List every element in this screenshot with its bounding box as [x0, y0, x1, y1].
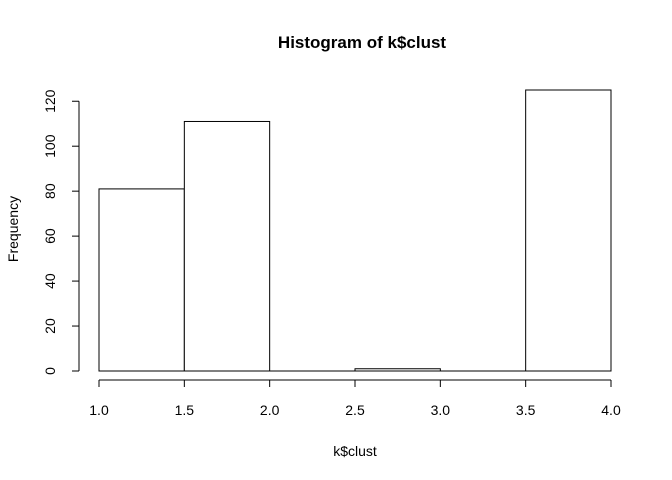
- x-tick-label-0: 1.0: [89, 402, 109, 418]
- x-tick-label-6: 4.0: [601, 402, 621, 418]
- x-tick-label-2: 2.0: [260, 402, 280, 418]
- x-tick-label-1: 1.5: [175, 402, 195, 418]
- x-axis: 1.0 1.5 2.0 2.5 3.0 3.5 4.0: [89, 379, 621, 418]
- histogram-bar-0: [98, 188, 185, 372]
- x-tick-label-3: 2.5: [345, 402, 365, 418]
- x-tick-label-4: 3.0: [431, 402, 451, 418]
- y-axis: 0 20 40 60 80 100 120: [42, 89, 80, 375]
- y-tick-label-6: 120: [42, 89, 58, 113]
- bars-group: [98, 89, 612, 372]
- y-tick-label-5: 100: [42, 134, 58, 158]
- histogram-bar-1: [183, 120, 271, 372]
- y-tick-label-1: 20: [42, 318, 58, 334]
- x-tick-label-5: 3.5: [516, 402, 536, 418]
- y-tick-label-4: 80: [42, 183, 58, 199]
- y-axis-label: Frequency: [5, 196, 21, 262]
- chart-title: Histogram of k$clust: [278, 33, 446, 52]
- x-axis-label: k$clust: [333, 443, 377, 459]
- histogram-bar-3: [354, 368, 441, 372]
- y-tick-label-0: 0: [42, 367, 58, 375]
- y-tick-label-3: 60: [42, 228, 58, 244]
- y-tick-label-2: 40: [42, 273, 58, 289]
- histogram-bar-5: [525, 89, 612, 372]
